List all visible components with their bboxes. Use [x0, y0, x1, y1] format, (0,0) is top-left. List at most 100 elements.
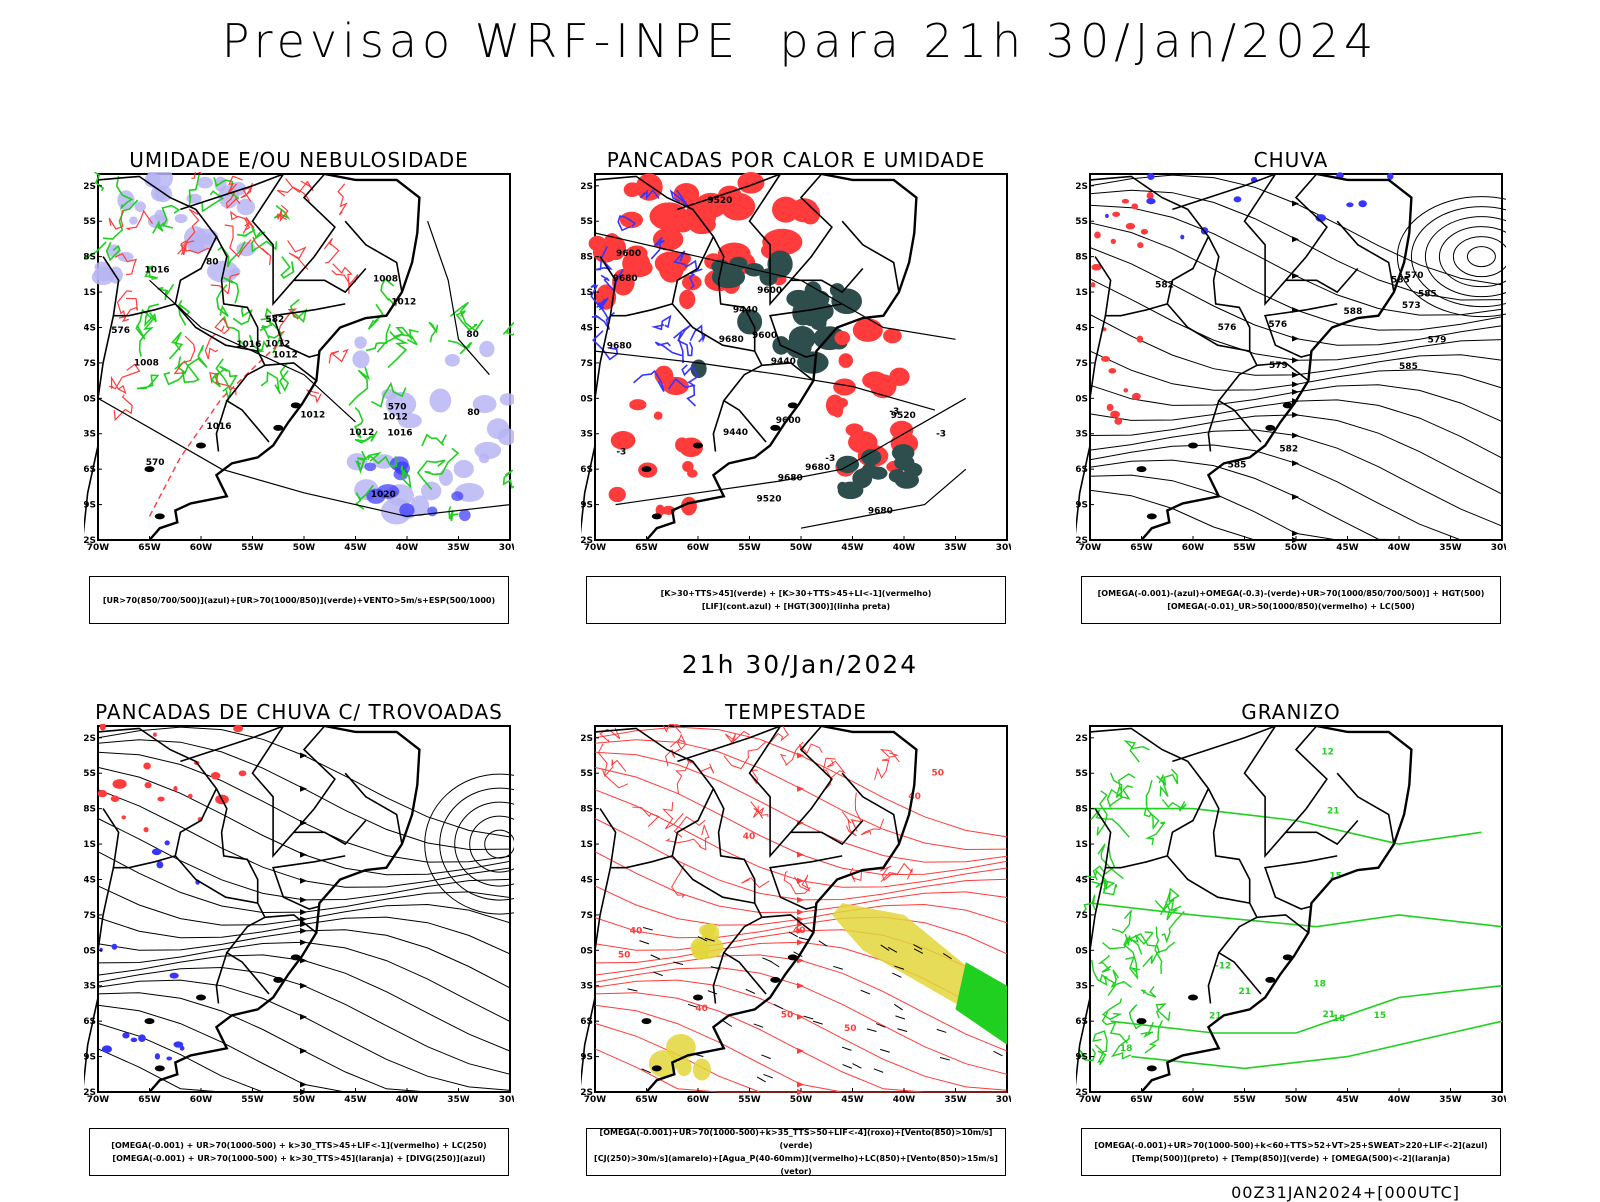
lat-tick-label: 12S: [581, 734, 593, 744]
border-line: [1076, 867, 1107, 1087]
wind-vector: [639, 940, 650, 945]
rh-contour: [393, 326, 419, 341]
panel-title: UMIDADE E/OU NEBULOSIDADE: [129, 148, 469, 172]
instability-red: [883, 328, 902, 344]
lon-tick-label: 40W: [893, 543, 916, 553]
storm-red: [99, 724, 106, 731]
humidity-core: [427, 506, 438, 517]
wind-vector: [866, 1028, 877, 1032]
lon-tick-label: 60W: [1182, 543, 1205, 553]
contour-label: 40: [630, 926, 643, 936]
wind-contour: [599, 727, 621, 743]
border-line: [293, 267, 367, 294]
instability-teal: [837, 481, 848, 493]
rh-contour: [144, 303, 159, 328]
divergence-blue: [111, 943, 118, 950]
streamline-arrow: [300, 957, 307, 964]
thickness-contour: [214, 317, 230, 334]
instability-red: [682, 460, 694, 472]
streamline-arrow: [1292, 381, 1299, 388]
lon-tick-label: 30W: [499, 1095, 514, 1105]
thickness-contour: [328, 348, 349, 364]
lat-tick-label: 30S: [581, 394, 593, 404]
rh-contour: [376, 333, 418, 353]
contour-label: 40: [908, 792, 921, 802]
instability-teal: [869, 466, 888, 480]
rh-contour: [223, 276, 240, 304]
field-layer: 50 50 50 40 40 40 40 50 40: [594, 724, 1008, 1095]
contour-label: 585: [1418, 289, 1437, 299]
streamline-arrow: [797, 909, 804, 916]
jet-area: [692, 1058, 711, 1081]
humidity-area: [218, 184, 240, 209]
instability-red: [833, 378, 856, 396]
border-line: [1207, 400, 1220, 452]
streamline-arrow: [300, 1047, 307, 1054]
rain-blue: [1346, 202, 1354, 208]
page-title: Previsao WRF-INPE para 21h 30/Jan/2024: [221, 14, 1379, 68]
contour-label: 9520: [891, 411, 916, 421]
wind-contour: [597, 743, 629, 789]
border-line: [84, 315, 115, 535]
streamline-arrow: [1292, 236, 1299, 243]
border-line: [97, 175, 270, 443]
rh-contour: [201, 190, 225, 213]
storm-red: [233, 724, 244, 733]
lon-tick-label: 60W: [1182, 1095, 1205, 1105]
border-line: [264, 362, 317, 382]
streamline-arrow: [1292, 530, 1299, 537]
lat-tick-label: 42S: [84, 1088, 96, 1098]
wind-contour: [826, 759, 846, 779]
lat-tick-label: 12S: [84, 182, 96, 192]
wind-vector: [895, 1015, 906, 1020]
border-line: [1172, 725, 1276, 763]
rain-red: [1110, 410, 1120, 418]
lake: [273, 976, 284, 983]
streamline-arrow: [300, 921, 307, 928]
lat-tick-label: 27S: [581, 911, 593, 921]
border-line: [1285, 267, 1359, 294]
border-line: [769, 303, 843, 358]
lif-contour: [669, 189, 690, 209]
border-line: [581, 867, 612, 1087]
rh-contour: [260, 371, 282, 395]
temp850-contour: [1140, 1021, 1154, 1039]
lat-tick-label: 36S: [84, 465, 96, 475]
temp850-contour: [1132, 931, 1154, 945]
high-pressure-contour: [1438, 226, 1506, 288]
lat-tick-label: 42S: [1076, 1088, 1088, 1098]
lake: [144, 466, 155, 473]
divergence-blue: [122, 1032, 130, 1039]
storm-red: [143, 827, 149, 833]
rain-red: [1108, 368, 1117, 374]
lat-tick-label: 33S: [1076, 982, 1088, 992]
legend-line: [OMEGA(-0.001)+UR>70(1000-500)+k>35_TTS>…: [599, 1128, 993, 1150]
instability-teal: [810, 317, 827, 331]
wind-contour: [780, 741, 804, 766]
humidity-area: [479, 340, 495, 358]
contour-label: 80: [206, 257, 219, 267]
border-line: [761, 914, 814, 934]
temp850-contour: [1154, 926, 1163, 975]
streamline-arrow: [1292, 335, 1299, 342]
instability-red: [679, 437, 703, 458]
wind-contour: [675, 761, 690, 794]
instability-red: [852, 318, 883, 342]
lon-tick-label: 55W: [738, 1095, 761, 1105]
wind-vector: [812, 1020, 823, 1025]
thickness-contour: [277, 308, 299, 337]
wind-vector: [841, 1046, 852, 1051]
streamline-arrow: [797, 851, 804, 858]
lon-tick-label: 40W: [396, 543, 419, 553]
rain-blue: [1315, 214, 1327, 222]
lif-contour: [597, 297, 610, 321]
thickness-contour: [191, 172, 203, 180]
lon-tick-label: 65W: [635, 543, 658, 553]
lon-tick-label: 30W: [1491, 543, 1506, 553]
lat-tick-label: 39S: [84, 1053, 96, 1063]
contour-label: 21: [1238, 987, 1251, 997]
humidity-area: [129, 216, 138, 225]
wind-contour: [841, 811, 857, 837]
streamline-arrow: [797, 927, 804, 934]
